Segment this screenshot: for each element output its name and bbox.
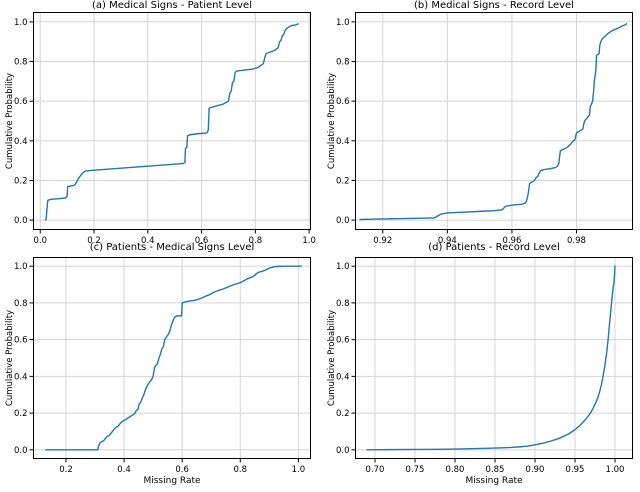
y-tick-label: 1.0: [14, 262, 28, 272]
y-tick-label: 0.8: [14, 58, 28, 68]
subplot-b-plot-area: 0.92 0.94 0.96 0.98 0.0 0.2 0.4 0.6 0.8 1.0: [336, 12, 633, 246]
subplot-c-y-axis-label: Cumulative Probability: [5, 309, 15, 407]
x-tick-label: 0.96: [502, 236, 521, 246]
x-tick-label: 1.0: [302, 236, 316, 246]
axes-border: [355, 257, 633, 459]
axes-border: [33, 12, 311, 230]
subplot-c-title: (c) Patients - Medical Signs Level: [89, 242, 255, 253]
subplot-a-plot-area: 0.0 0.2 0.4 0.6 0.8 1.0 0.0 0.2 0.4 0.6 0.8 1.0: [14, 12, 316, 246]
subplot-c-x-axis-label: Missing Rate: [143, 476, 201, 486]
x-tick-label: 0.2: [59, 465, 73, 475]
subplot-a-title: (a) Medical Signs - Patient Level: [92, 0, 252, 11]
y-tick-label: 0.4: [14, 372, 28, 382]
x-tick-label: 0.6: [175, 465, 189, 475]
subplot-a-y-axis-label: Cumulative Probability: [5, 72, 15, 170]
x-tick-label: 0.8: [233, 465, 247, 475]
subplot-d-x-axis-label: Missing Rate: [465, 476, 523, 486]
y-tick-label: 1.0: [336, 18, 350, 28]
cdf-curve: [366, 265, 616, 451]
x-tick-label: 0.4: [117, 465, 131, 475]
y-tick-label: 0.4: [14, 137, 28, 147]
y-tick-label: 0.8: [336, 58, 350, 68]
subplot-c-plot-area: 0.2 0.4 0.6 0.8 1.0 0.0 0.2 0.4 0.6 0.8 1.0: [14, 257, 311, 475]
x-tick-label: 0.92: [373, 236, 392, 246]
y-tick-label: 0.2: [336, 409, 350, 419]
y-tick-label: 0.2: [14, 176, 28, 186]
y-tick-label: 0.2: [14, 409, 28, 419]
x-tick-label: 0.4: [141, 236, 155, 246]
x-tick-label: 1.0: [292, 465, 306, 475]
axes-border: [355, 12, 633, 230]
y-tick-label: 0.0: [336, 446, 350, 456]
y-tick-label: 0.0: [14, 216, 28, 226]
y-tick-label: 0.0: [336, 216, 350, 226]
x-tick-label: 1.00: [606, 465, 625, 475]
y-tick-label: 0.8: [336, 299, 350, 309]
y-tick-label: 0.6: [336, 336, 350, 346]
y-tick-label: 0.0: [14, 446, 28, 456]
subplot-d-y-axis-label: Cumulative Probability: [327, 309, 337, 407]
y-tick-label: 0.6: [14, 336, 28, 346]
y-tick-label: 1.0: [14, 18, 28, 28]
x-tick-label: 0.2: [87, 236, 101, 246]
cdf-curve: [44, 265, 302, 451]
x-tick-label: 0.85: [486, 465, 505, 475]
subplot-b-y-axis-label: Cumulative Probability: [327, 72, 337, 170]
x-tick-label: 0.0: [33, 236, 47, 246]
cdf-curve: [44, 23, 300, 221]
x-tick-label: 0.95: [566, 465, 585, 475]
x-tick-label: 0.98: [567, 236, 586, 246]
subplot-b-title: (b) Medical Signs - Record Level: [414, 0, 574, 11]
x-tick-label: 0.8: [249, 236, 263, 246]
y-tick-label: 0.6: [14, 97, 28, 107]
y-tick-label: 0.4: [336, 372, 350, 382]
y-tick-label: 0.4: [336, 137, 350, 147]
y-tick-label: 0.2: [336, 176, 350, 186]
cdf-curve: [359, 23, 628, 221]
x-tick-label: 0.90: [526, 465, 545, 475]
x-tick-label: 0.75: [406, 465, 425, 475]
subplot-d-plot-area: 0.70 0.75 0.80 0.85 0.90 0.95 1.00 0.0 0.2 0.4 0.6…: [336, 257, 633, 475]
axes-border: [33, 257, 311, 459]
x-tick-label: 0.6: [195, 236, 209, 246]
y-tick-label: 0.8: [14, 299, 28, 309]
x-tick-label: 0.94: [438, 236, 457, 246]
subplot-d-title: (d) Patients - Record Level: [428, 242, 560, 253]
y-tick-label: 1.0: [336, 262, 350, 272]
x-tick-label: 0.70: [366, 465, 385, 475]
x-tick-label: 0.80: [446, 465, 465, 475]
y-tick-label: 0.6: [336, 97, 350, 107]
